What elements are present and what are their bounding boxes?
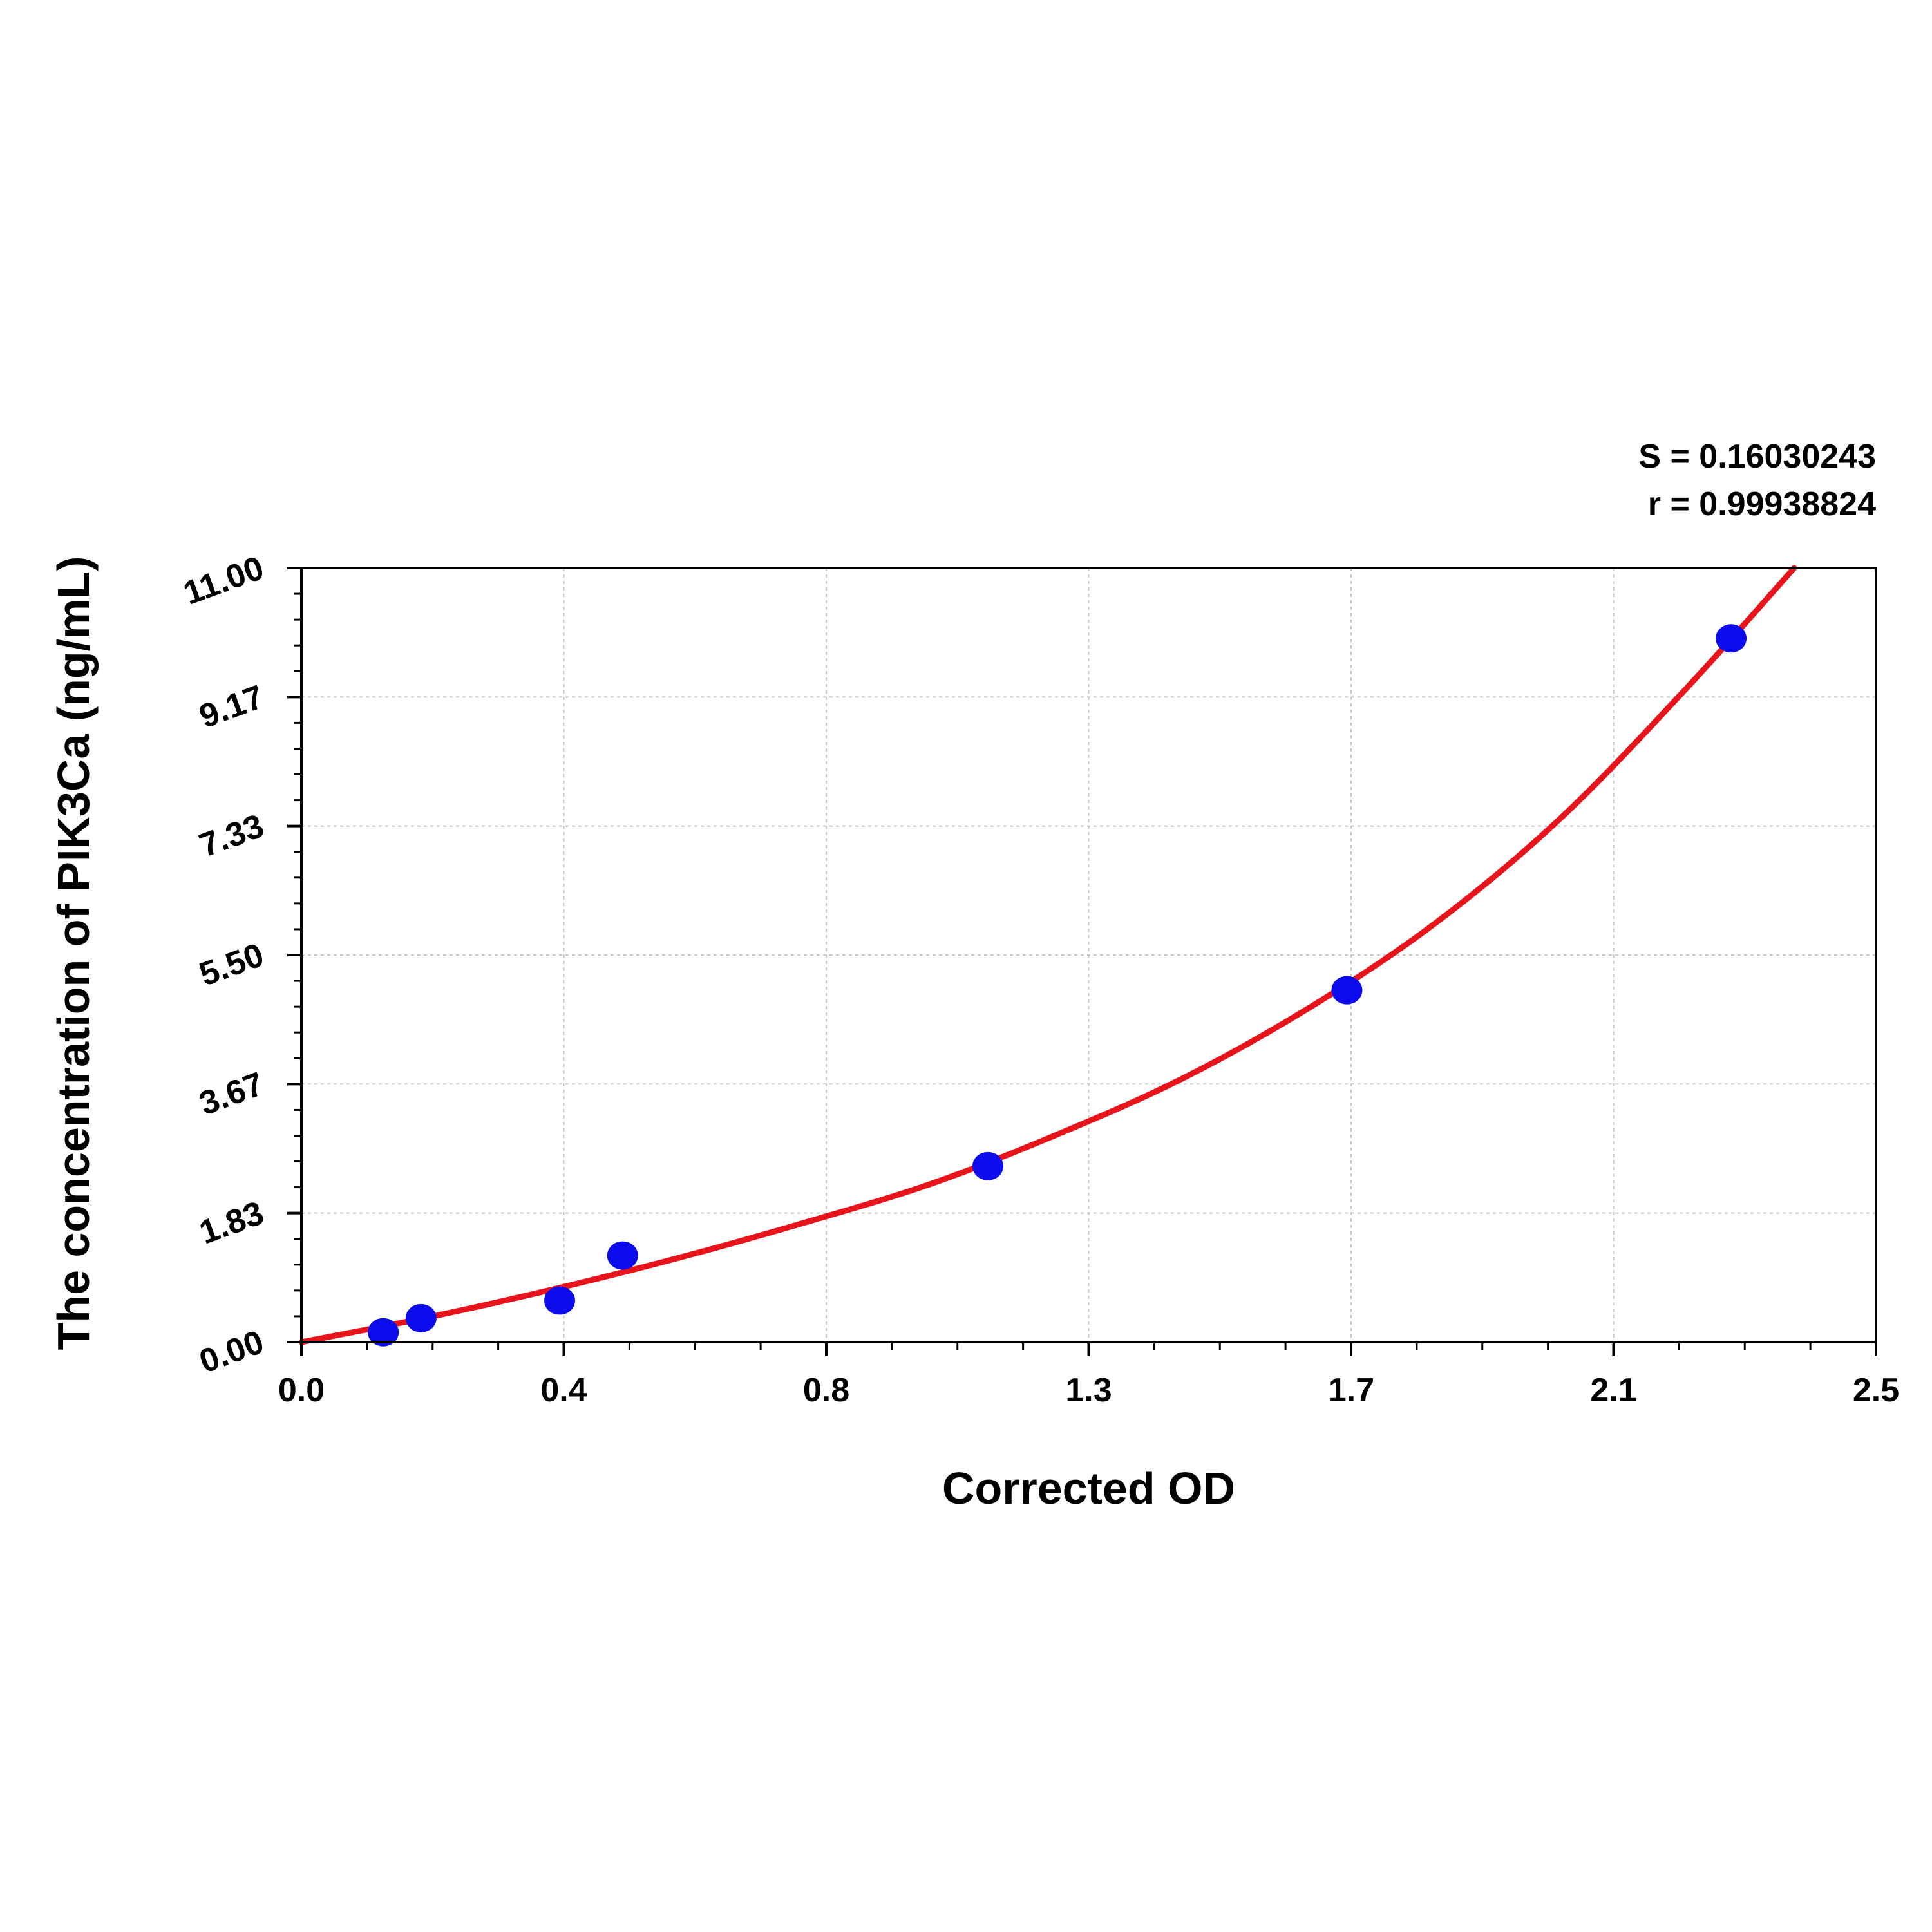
- data-point: [1331, 976, 1363, 1005]
- x-tick-label: 0.4: [540, 1372, 587, 1409]
- y-tick-label: 0.00: [194, 1323, 269, 1381]
- data-point: [1716, 624, 1747, 653]
- x-axis-title: Corrected OD: [942, 1463, 1235, 1513]
- tick-labels: 0.0 0.4 0.8 1.3 1.7 2.1 2.5 0.00 1.83 3.67 5.50 7.3…: [179, 549, 1899, 1409]
- x-tick-label: 1.3: [1065, 1372, 1112, 1409]
- data-point: [544, 1286, 575, 1315]
- y-tick-label: 7.33: [194, 807, 269, 864]
- y-axis-title: The concentration of PIK3Ca (ng/mL): [48, 556, 99, 1350]
- data-point: [607, 1241, 638, 1270]
- x-tick-label: 0.0: [278, 1372, 325, 1409]
- y-tick-label: 1.83: [194, 1194, 269, 1251]
- data-points: [368, 624, 1747, 1347]
- data-point: [972, 1151, 1004, 1180]
- x-tick-label: 1.7: [1328, 1372, 1374, 1409]
- x-tick-label: 2.5: [1853, 1372, 1899, 1409]
- y-tick-label: 11.00: [179, 549, 269, 612]
- y-tick-label: 3.67: [194, 1065, 269, 1122]
- x-tick-label: 2.1: [1590, 1372, 1636, 1409]
- fit-stat-s: S = 0.16030243: [1638, 438, 1876, 475]
- fit-stat-r: r = 0.99938824: [1648, 486, 1876, 523]
- y-tick-label: 9.17: [194, 678, 269, 735]
- grid-lines: [301, 568, 1876, 1342]
- axis-ticks: [287, 567, 1877, 1356]
- x-tick-label: 0.8: [803, 1372, 849, 1409]
- data-point: [368, 1318, 399, 1347]
- y-tick-label: 5.50: [194, 936, 269, 994]
- data-point: [405, 1303, 437, 1332]
